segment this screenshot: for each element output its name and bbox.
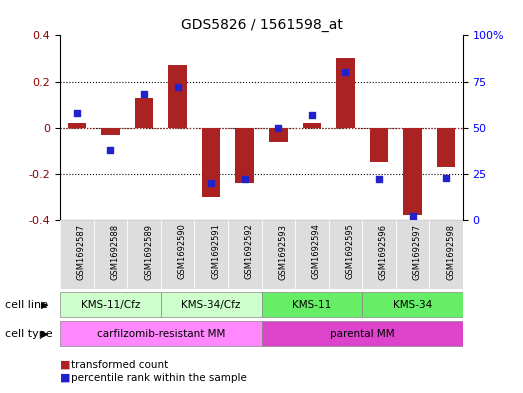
Text: KMS-34/Cfz: KMS-34/Cfz xyxy=(181,299,241,310)
Text: GSM1692590: GSM1692590 xyxy=(178,224,187,279)
Bar xyxy=(161,292,262,317)
Text: carfilzomib-resistant MM: carfilzomib-resistant MM xyxy=(97,329,225,339)
Bar xyxy=(262,220,295,289)
Bar xyxy=(168,65,187,128)
Text: GSM1692594: GSM1692594 xyxy=(312,224,321,279)
Text: cell type: cell type xyxy=(5,329,53,339)
Bar xyxy=(161,220,195,289)
Bar xyxy=(94,220,127,289)
Text: KMS-11/Cfz: KMS-11/Cfz xyxy=(81,299,140,310)
Point xyxy=(375,176,383,183)
Bar xyxy=(60,321,262,347)
Text: GSM1692595: GSM1692595 xyxy=(345,224,355,279)
Text: GSM1692588: GSM1692588 xyxy=(110,224,119,280)
Bar xyxy=(303,123,321,128)
Text: parental MM: parental MM xyxy=(330,329,394,339)
Text: transformed count: transformed count xyxy=(71,360,168,370)
Point xyxy=(274,125,282,131)
Bar xyxy=(403,128,422,215)
Bar xyxy=(228,220,262,289)
Text: GSM1692587: GSM1692587 xyxy=(77,224,86,280)
Text: KMS-11: KMS-11 xyxy=(292,299,332,310)
Bar xyxy=(295,220,328,289)
Bar xyxy=(362,292,463,317)
Bar xyxy=(60,220,94,289)
Text: GSM1692592: GSM1692592 xyxy=(245,224,254,279)
Text: ■: ■ xyxy=(60,373,71,383)
Bar xyxy=(336,59,355,128)
Bar xyxy=(262,292,362,317)
Bar xyxy=(370,128,388,162)
Bar xyxy=(328,220,362,289)
Bar xyxy=(135,98,153,128)
Bar xyxy=(429,220,463,289)
Text: ■: ■ xyxy=(60,360,71,370)
Point xyxy=(241,176,249,183)
Point xyxy=(308,112,316,118)
Bar xyxy=(262,321,463,347)
Bar xyxy=(235,128,254,183)
Point xyxy=(106,147,115,153)
Text: ▶: ▶ xyxy=(41,299,48,310)
Bar xyxy=(269,128,288,141)
Point xyxy=(174,84,182,90)
Bar xyxy=(195,220,228,289)
Point xyxy=(207,180,215,186)
Bar xyxy=(437,128,456,167)
Text: percentile rank within the sample: percentile rank within the sample xyxy=(71,373,246,383)
Point xyxy=(442,174,450,181)
Point xyxy=(73,110,81,116)
Text: GSM1692591: GSM1692591 xyxy=(211,224,220,279)
Text: GSM1692589: GSM1692589 xyxy=(144,224,153,279)
Point xyxy=(408,213,417,220)
Text: ▶: ▶ xyxy=(41,329,48,339)
Bar xyxy=(396,220,429,289)
Bar xyxy=(60,292,161,317)
Title: GDS5826 / 1561598_at: GDS5826 / 1561598_at xyxy=(180,18,343,31)
Bar xyxy=(127,220,161,289)
Point xyxy=(341,69,349,75)
Text: KMS-34: KMS-34 xyxy=(393,299,432,310)
Bar xyxy=(101,128,120,135)
Bar xyxy=(67,123,86,128)
Bar xyxy=(362,220,396,289)
Point xyxy=(140,91,148,97)
Bar xyxy=(202,128,220,197)
Text: GSM1692597: GSM1692597 xyxy=(413,224,422,279)
Text: GSM1692598: GSM1692598 xyxy=(446,224,455,279)
Text: cell line: cell line xyxy=(5,299,48,310)
Text: GSM1692596: GSM1692596 xyxy=(379,224,388,279)
Text: GSM1692593: GSM1692593 xyxy=(278,224,287,279)
